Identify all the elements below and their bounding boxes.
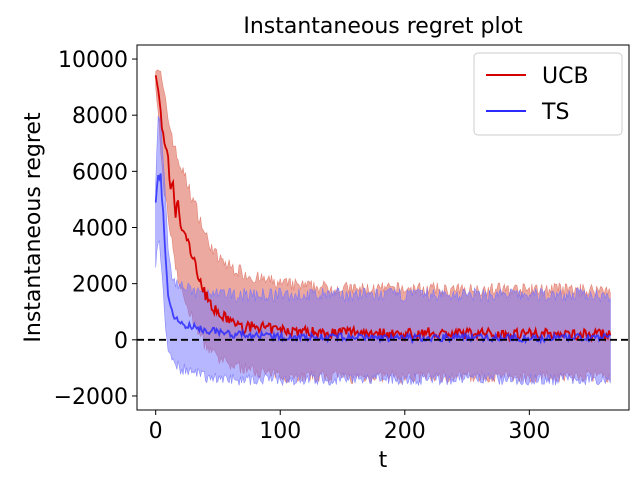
x-tick-label: 300 (508, 419, 550, 444)
x-axis-ticks: 0 100 200 300 (149, 410, 551, 444)
y-tick-label: 2000 (72, 273, 128, 298)
y-tick-label: 0 (114, 329, 128, 354)
y-tick-label: 6000 (72, 160, 128, 185)
y-tick-label: 4000 (72, 217, 128, 242)
y-tick-label: −2000 (54, 385, 128, 410)
x-tick-label: 200 (384, 419, 426, 444)
y-tick-label: 10000 (58, 48, 128, 73)
y-axis-ticks: −2000 0 2000 4000 6000 8000 10000 (54, 48, 137, 410)
chart-title: Instantaneous regret plot (243, 14, 523, 39)
legend-label-ts: TS (541, 100, 569, 125)
legend: UCB TS (474, 53, 622, 135)
x-tick-label: 0 (149, 419, 163, 444)
y-tick-label: 8000 (72, 104, 128, 129)
x-axis-label: t (379, 448, 388, 473)
y-axis-label: Instantaneous regret (21, 112, 46, 343)
legend-label-ucb: UCB (542, 64, 589, 89)
band-ts (156, 116, 611, 386)
x-tick-label: 100 (259, 419, 301, 444)
